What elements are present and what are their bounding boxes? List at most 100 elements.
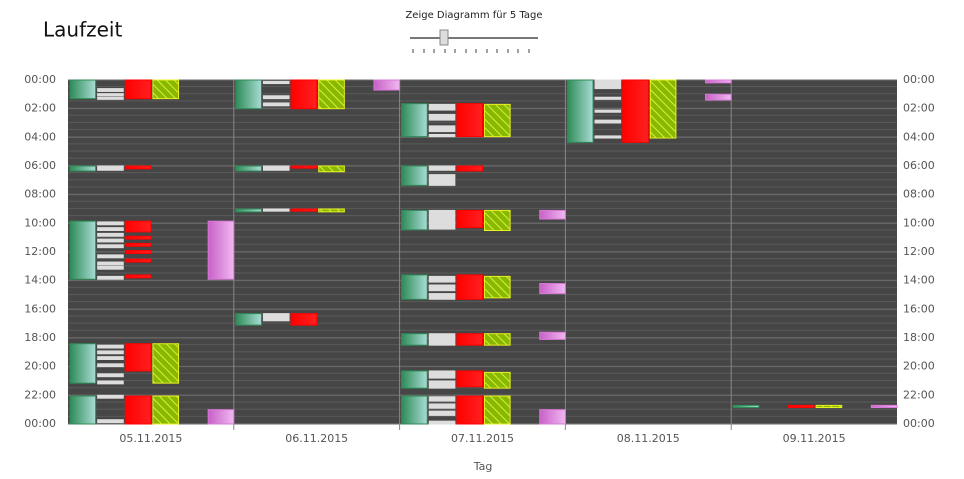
runtime-bar (484, 395, 511, 425)
runtime-bar (401, 165, 428, 186)
runtime-bar (152, 79, 180, 100)
x-axis-label: Tag (473, 460, 493, 473)
runtime-bar (594, 119, 622, 124)
x-tick-label: 07.11.2015 (451, 432, 514, 445)
runtime-bar (428, 370, 456, 379)
y-tick-label: 06:00 (24, 159, 56, 172)
runtime-bar (428, 165, 456, 171)
runtime-bar (815, 404, 843, 409)
runtime-bar (594, 96, 622, 100)
runtime-bar (622, 79, 649, 143)
runtime-bar (428, 396, 456, 402)
runtime-bar (69, 165, 97, 172)
runtime-bar (97, 363, 124, 368)
runtime-bar (428, 420, 456, 425)
runtime-bar (124, 165, 152, 170)
y-tick-label: 18:00 (24, 331, 56, 344)
runtime-bar (566, 79, 594, 143)
runtime-bar (97, 227, 124, 231)
runtime-bar (456, 333, 484, 346)
slider[interactable] (410, 29, 538, 53)
runtime-bar (484, 209, 511, 231)
runtime-bar (97, 232, 124, 237)
runtime-bar (97, 88, 124, 92)
runtime-bar (97, 344, 124, 349)
runtime-bar (97, 238, 124, 243)
runtime-bar (97, 394, 124, 399)
runtime-bar (69, 79, 97, 100)
runtime-bar (262, 80, 290, 85)
y-tick-label: 00:00 (24, 73, 56, 86)
runtime-bar (456, 209, 484, 229)
runtime-bar (97, 165, 124, 171)
x-tick-label: 05.11.2015 (119, 432, 182, 445)
runtime-bar (235, 313, 262, 326)
y-tick-label: 08:00 (24, 188, 56, 201)
y-tick-label: 16:00 (24, 302, 56, 315)
runtime-bar (428, 103, 456, 111)
y-tick-label: 20:00 (24, 360, 56, 373)
runtime-bar (124, 235, 152, 240)
runtime-bar (594, 135, 622, 139)
runtime-bar (318, 165, 345, 173)
runtime-bar (401, 333, 428, 346)
runtime-bar (69, 220, 97, 280)
runtime-bar (539, 283, 566, 295)
y-tick-label: 12:00 (24, 245, 56, 258)
chart-title: Laufzeit (43, 18, 122, 42)
runtime-bar (401, 370, 428, 389)
runtime-bar (262, 165, 290, 171)
runtime-bar (456, 370, 484, 388)
y2-tick-label: 14:00 (903, 274, 935, 287)
runtime-bar (152, 343, 180, 384)
runtime-bar (428, 133, 456, 138)
x-tick-label: 06.11.2015 (285, 432, 348, 445)
y2-tick-label: 08:00 (903, 188, 935, 201)
runtime-bar (456, 395, 484, 425)
runtime-bar (318, 208, 345, 213)
runtime-bar (97, 221, 124, 226)
runtime-bar (705, 79, 732, 84)
y-tick-label: 14:00 (24, 274, 56, 287)
runtime-bar (124, 242, 152, 247)
runtime-bar (97, 356, 124, 360)
runtime-bar (401, 395, 428, 425)
runtime-bar (124, 220, 152, 233)
runtime-bar (97, 350, 124, 355)
runtime-bar (428, 380, 456, 389)
runtime-bar (124, 343, 152, 372)
y2-tick-label: 00:00 (903, 417, 935, 430)
runtime-bar (290, 79, 318, 110)
runtime-bar (124, 250, 152, 254)
y-tick-label: 22:00 (24, 388, 56, 401)
y-tick-label: 02:00 (24, 102, 56, 115)
runtime-bar (97, 265, 124, 270)
runtime-bar (97, 93, 124, 97)
runtime-bar (97, 419, 124, 424)
runtime-bar (428, 174, 456, 186)
runtime-bar (97, 380, 124, 385)
runtime-bar (484, 333, 511, 346)
y-tick-label: 10:00 (24, 216, 56, 229)
runtime-bar (290, 165, 318, 169)
runtime-bar (235, 79, 262, 110)
runtime-bar (870, 404, 898, 409)
runtime-bar (594, 79, 622, 90)
runtime-bar (235, 208, 262, 213)
runtime-bar (539, 209, 566, 220)
runtime-bar (428, 209, 456, 230)
runtime-bar (262, 313, 290, 322)
y2-tick-label: 06:00 (903, 159, 935, 172)
runtime-bar (262, 102, 290, 107)
runtime-bar (484, 103, 511, 138)
runtime-bar (69, 343, 97, 384)
runtime-bar (97, 261, 124, 266)
y2-tick-label: 22:00 (903, 388, 935, 401)
runtime-bar (97, 373, 124, 378)
runtime-bar (124, 395, 152, 425)
runtime-bar (428, 125, 456, 133)
runtime-bar (124, 258, 152, 263)
runtime-bar (97, 254, 124, 259)
runtime-bar (207, 409, 235, 425)
runtime-bar (124, 79, 152, 100)
